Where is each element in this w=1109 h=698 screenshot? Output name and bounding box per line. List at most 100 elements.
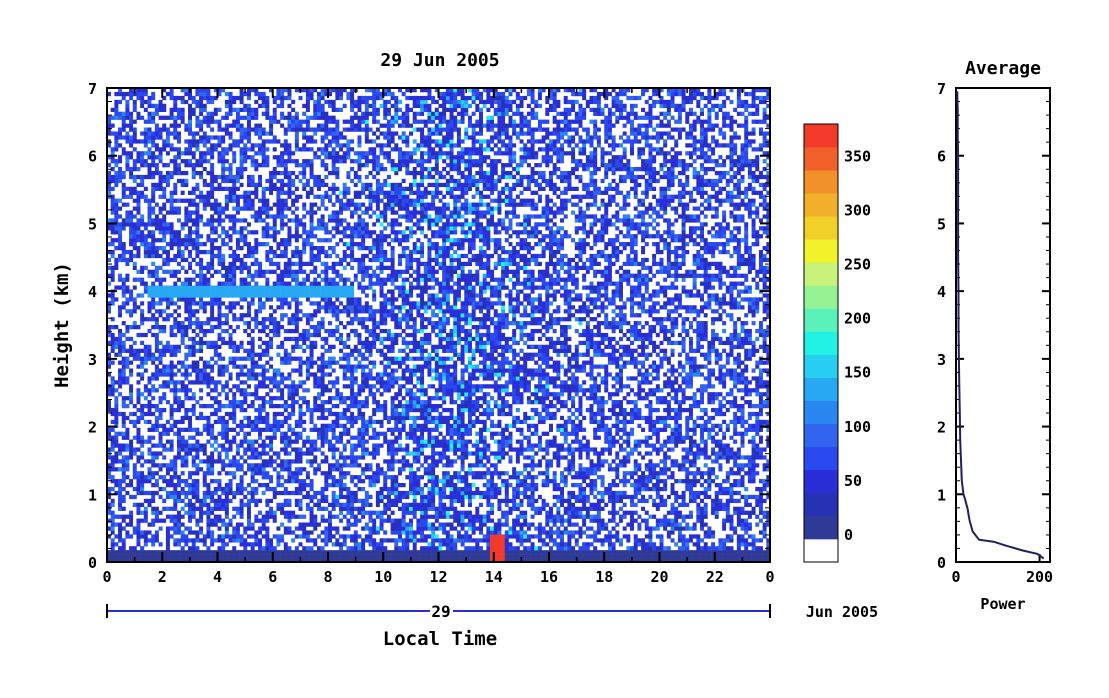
heatmap-cell bbox=[280, 439, 285, 444]
heatmap-cell bbox=[659, 558, 664, 563]
heatmap-cell bbox=[700, 483, 704, 488]
heatmap-cell bbox=[711, 546, 716, 551]
heatmap-cell bbox=[254, 498, 259, 504]
heatmap-cell bbox=[114, 396, 119, 401]
heatmap-cell bbox=[427, 475, 432, 480]
heatmap-cell bbox=[453, 490, 458, 496]
heatmap-cell bbox=[409, 388, 414, 393]
heatmap-cell bbox=[688, 554, 693, 559]
heatmap-cell bbox=[350, 479, 355, 484]
heatmap-cell bbox=[361, 510, 366, 515]
heatmap-cell bbox=[670, 490, 675, 496]
heatmap-cell bbox=[574, 423, 579, 428]
heatmap-cell bbox=[269, 423, 274, 428]
heatmap-cell bbox=[383, 530, 388, 535]
heatmap-cell bbox=[228, 498, 233, 504]
heatmap-cell bbox=[195, 506, 200, 511]
heatmap-cell bbox=[258, 483, 262, 488]
heatmap-cell bbox=[453, 431, 458, 436]
heatmap-cell bbox=[129, 455, 134, 460]
heatmap-cell bbox=[107, 463, 111, 468]
heatmap-cell bbox=[467, 483, 472, 488]
heatmap-cell bbox=[269, 435, 274, 440]
heatmap-cell bbox=[663, 471, 668, 476]
heatmap-cell bbox=[151, 522, 156, 527]
heatmap-cell bbox=[519, 396, 524, 401]
heatmap-cell bbox=[438, 404, 443, 409]
heatmap-cell bbox=[630, 522, 635, 527]
heatmap-cell bbox=[298, 451, 303, 456]
heatmap-cell bbox=[221, 427, 226, 432]
heatmap-cell bbox=[615, 498, 620, 504]
heatmap-cell bbox=[497, 490, 502, 496]
heatmap-cell bbox=[751, 550, 756, 555]
heatmap-cell bbox=[434, 546, 439, 551]
heatmap-cell bbox=[254, 419, 259, 425]
heatmap-cell bbox=[206, 518, 211, 523]
heatmap-cell bbox=[504, 411, 509, 417]
heatmap-cell bbox=[655, 427, 660, 432]
heatmap-cell bbox=[563, 419, 568, 425]
heatmap-cell bbox=[151, 542, 156, 547]
heatmap-cell bbox=[718, 546, 723, 551]
heatmap-cell bbox=[154, 518, 159, 523]
heatmap-cell bbox=[423, 554, 428, 559]
heatmap-cell bbox=[456, 475, 461, 480]
heatmap-cell bbox=[685, 546, 690, 551]
heatmap-cell bbox=[685, 435, 690, 440]
heatmap-cell bbox=[593, 486, 598, 492]
heatmap-cell bbox=[508, 554, 513, 559]
heatmap-cell bbox=[397, 447, 402, 452]
heatmap-cell bbox=[659, 502, 664, 507]
heatmap-cell bbox=[574, 530, 579, 535]
heatmap-cell bbox=[552, 530, 557, 535]
heatmap-cell bbox=[324, 498, 329, 504]
heatmap-cell bbox=[280, 467, 285, 472]
heatmap-cell bbox=[571, 502, 576, 507]
heatmap-cell bbox=[357, 550, 362, 555]
heatmap-cell bbox=[589, 415, 594, 421]
heatmap-cell bbox=[648, 471, 653, 476]
heatmap-cell bbox=[221, 558, 226, 563]
heatmap-cell bbox=[294, 423, 299, 428]
heatmap-cell bbox=[228, 490, 233, 496]
heatmap-cell bbox=[195, 463, 200, 468]
heatmap-cell bbox=[718, 443, 723, 448]
heatmap-cell bbox=[718, 404, 723, 409]
heatmap-cell bbox=[692, 404, 697, 409]
heatmap-cell bbox=[169, 467, 174, 472]
heatmap-cell bbox=[265, 538, 270, 543]
heatmap-cell bbox=[151, 550, 156, 555]
heatmap-cell bbox=[254, 550, 259, 555]
heatmap-cell bbox=[217, 443, 222, 448]
heatmap-cell bbox=[751, 443, 756, 448]
heatmap-cell bbox=[637, 498, 642, 504]
heatmap-cell bbox=[545, 558, 550, 563]
heatmap-cell bbox=[390, 475, 395, 480]
heatmap-cell bbox=[582, 388, 587, 393]
heatmap-cell bbox=[228, 463, 233, 468]
heatmap-cell bbox=[596, 388, 601, 393]
heatmap-cell bbox=[305, 483, 310, 488]
heatmap-cell bbox=[711, 558, 716, 563]
heatmap-cell bbox=[445, 558, 450, 563]
heatmap-cell bbox=[758, 558, 763, 563]
heatmap-cell bbox=[648, 526, 653, 531]
heatmap-cell bbox=[471, 490, 476, 496]
heatmap-cell bbox=[176, 443, 181, 448]
heatmap-cell bbox=[655, 502, 660, 507]
heatmap-cell bbox=[696, 455, 701, 460]
heatmap-cell bbox=[733, 550, 738, 555]
heatmap-cell bbox=[515, 506, 520, 511]
heatmap-cell bbox=[766, 396, 771, 401]
heatmap-cell bbox=[110, 419, 115, 425]
heatmap-cell bbox=[272, 550, 277, 555]
heatmap-cell bbox=[582, 514, 587, 519]
heatmap-cell bbox=[523, 534, 528, 539]
heatmap-cell bbox=[456, 522, 461, 527]
heatmap-cell bbox=[339, 486, 344, 492]
heatmap-cell bbox=[692, 475, 697, 480]
heatmap-cell bbox=[383, 400, 388, 405]
heatmap-cell bbox=[460, 486, 465, 492]
heatmap-cell bbox=[685, 447, 690, 452]
